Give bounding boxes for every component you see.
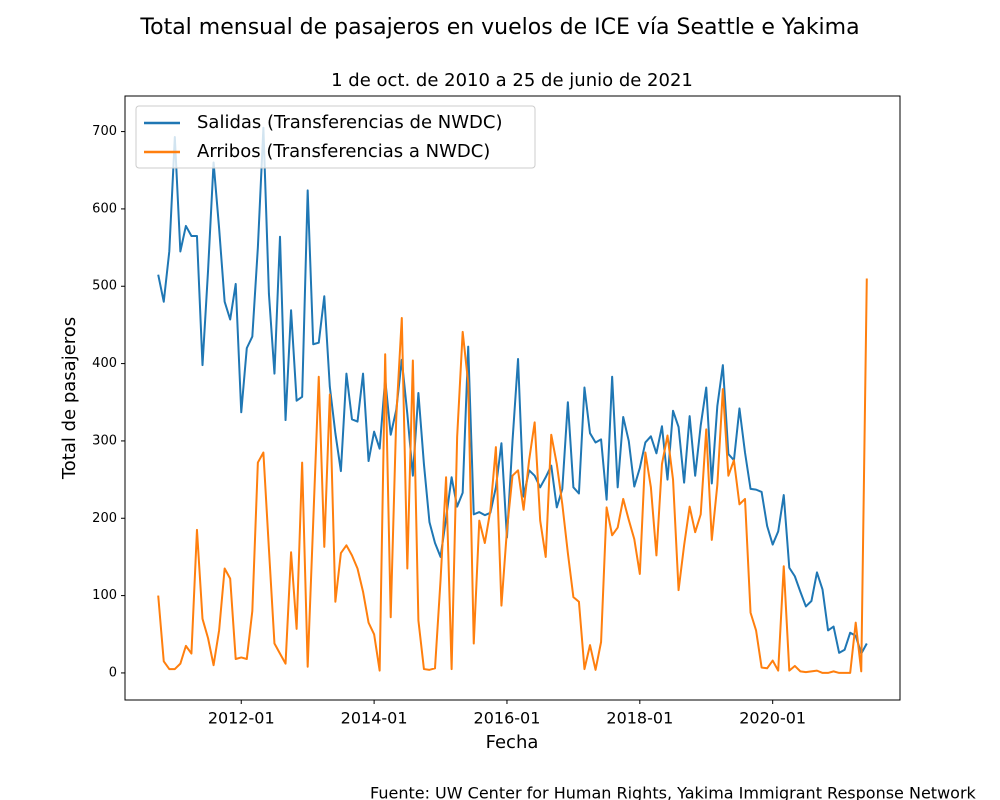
x-tick-label: 2012-01 <box>208 709 275 728</box>
x-tick-label: 2020-01 <box>739 709 806 728</box>
x-tick-label: 2014-01 <box>341 709 408 728</box>
x-tick-label: 2016-01 <box>474 709 541 728</box>
y-axis-label: Total de pasajeros <box>59 317 80 480</box>
y-tick-label: 0 <box>109 665 117 680</box>
y-tick-label: 600 <box>92 201 117 216</box>
legend-box <box>135 105 536 169</box>
y-tick-label: 700 <box>92 124 117 139</box>
data-line <box>157 126 868 655</box>
y-tick-label: 400 <box>92 356 117 371</box>
y-tick-label: 200 <box>92 511 117 526</box>
chart-title: Total mensual de pasajeros en vuelos de … <box>139 15 859 40</box>
legend-label: Arribos (Transferencias a NWDC) <box>197 141 490 162</box>
legend-label: Salidas (Transferencias de NWDC) <box>197 112 502 133</box>
data-line <box>157 278 868 674</box>
source-note: Fuente: UW Center for Human Rights, Yaki… <box>370 784 977 800</box>
x-axis-label: Fecha <box>486 732 539 753</box>
y-tick-label: 500 <box>92 279 117 294</box>
x-tick-label: 2018-01 <box>606 709 673 728</box>
y-tick-label: 100 <box>92 588 117 603</box>
plot-frame <box>124 95 901 701</box>
chart-subtitle: 1 de oct. de 2010 a 25 de junio de 2021 <box>331 70 693 91</box>
y-tick-label: 300 <box>92 433 117 448</box>
